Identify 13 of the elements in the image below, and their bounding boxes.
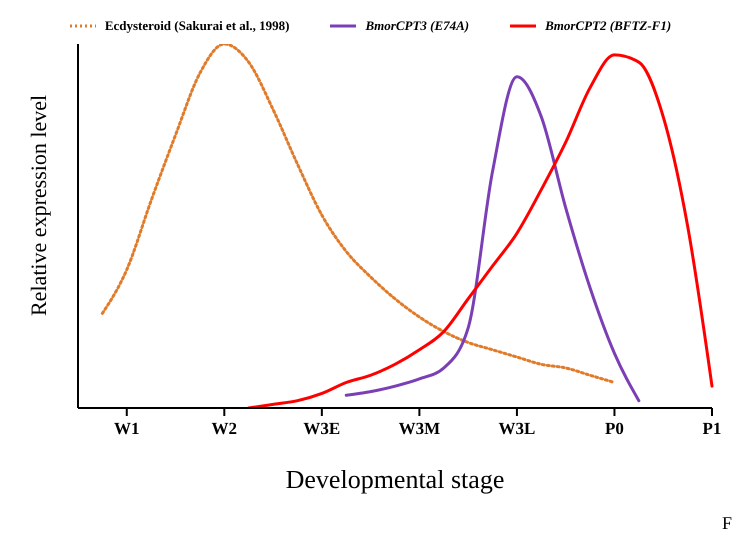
legend-label: Ecdysteroid (Sakurai et al., 1998) bbox=[104, 18, 290, 34]
legend-label: BmorCPT2 (BFTZ-F1) bbox=[545, 18, 672, 34]
x-tick-label: P1 bbox=[702, 419, 722, 438]
x-tick-label: W2 bbox=[212, 419, 238, 438]
x-tick-label: W3L bbox=[498, 419, 536, 438]
legend-label: BmorCPT3 (E74A) bbox=[365, 18, 470, 34]
text: F bbox=[722, 513, 732, 534]
x-tick-label: P0 bbox=[605, 419, 624, 438]
y-axis-title: Relative expression level bbox=[26, 94, 51, 316]
x-axis-title: Developmental stage bbox=[286, 465, 504, 494]
x-tick-label: W3E bbox=[303, 419, 340, 438]
x-tick-label: W3M bbox=[398, 419, 440, 438]
x-tick-label: W1 bbox=[114, 419, 140, 438]
